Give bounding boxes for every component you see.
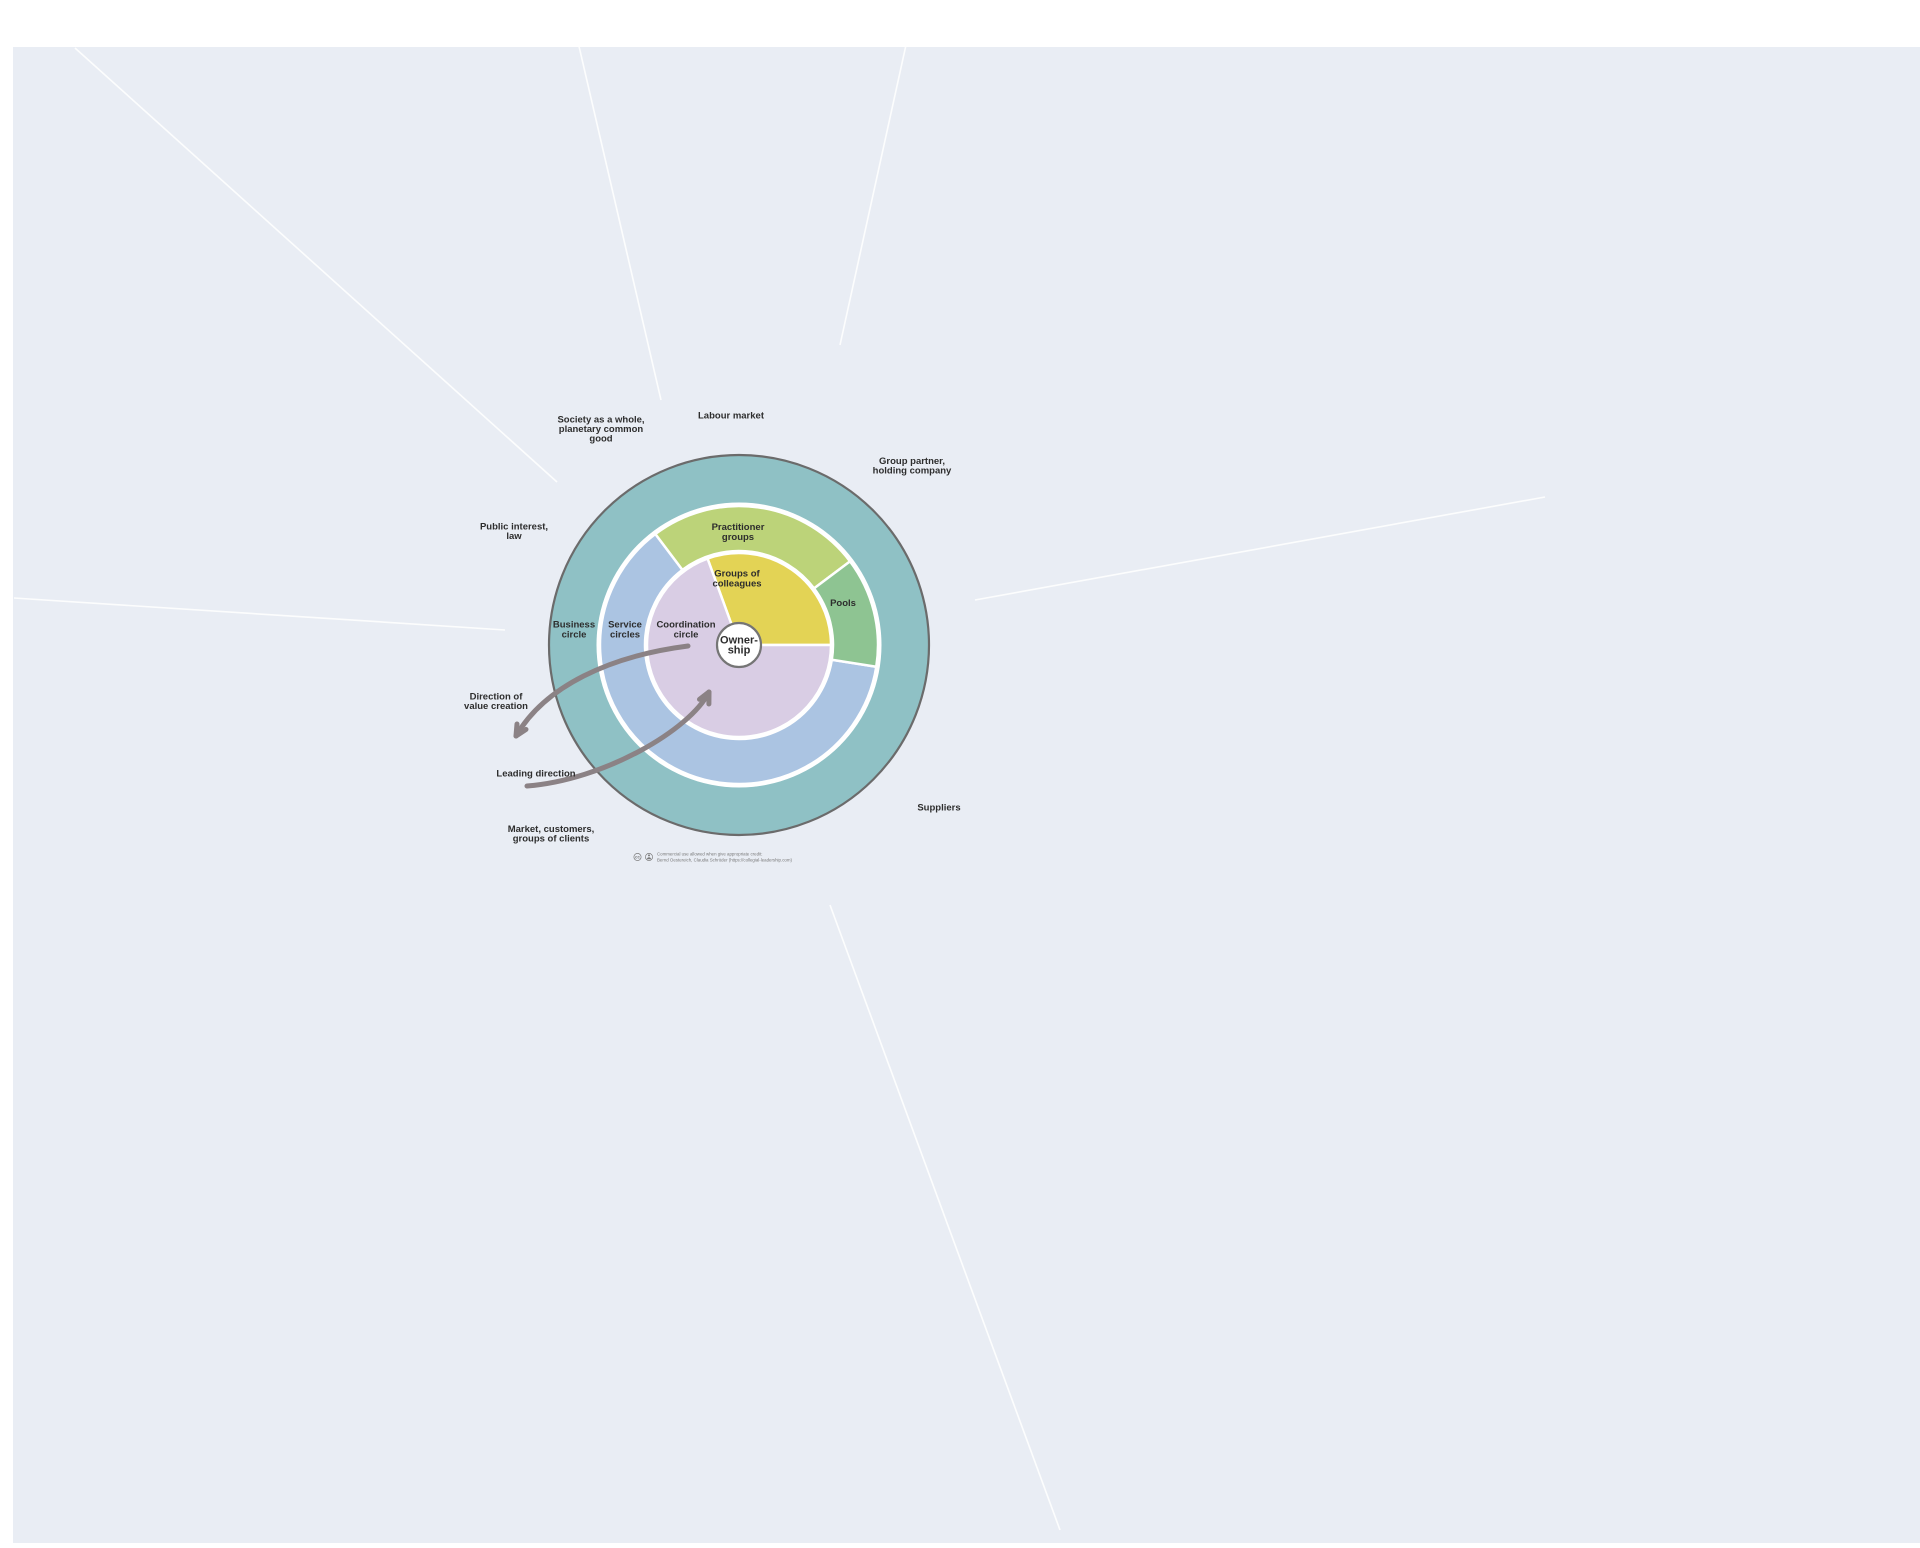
board-canvas [13, 47, 1920, 1543]
circle-diagram [547, 453, 931, 837]
suppliers-label: Suppliers [917, 803, 960, 814]
practitioner-groups-label-line1: Practitioner [712, 522, 765, 533]
by-person-icon-head [648, 854, 650, 857]
groups-of-colleagues-label-line2: colleagues [712, 579, 761, 590]
ray-top-left [74, 47, 558, 483]
ray-left [13, 597, 506, 631]
service-circles-label-line1: Service [608, 620, 642, 631]
leading-direction-arrow [524, 689, 712, 789]
attribution-line2: Bernd Oestereich, Claudia Schröder (http… [657, 858, 792, 863]
cc-icon-label: cc [635, 855, 640, 860]
leading-direction-arrowhead [697, 689, 712, 707]
attribution: cc Commercial use allowed when give appr… [633, 852, 792, 863]
group-partner-label-line2: holding company [873, 466, 952, 477]
market-customers-label-line1: Market, customers, [508, 824, 595, 835]
value-creation-label-line2: value creation [464, 701, 528, 712]
society-label-line3: good [589, 434, 612, 445]
groups-of-colleagues-label-line1: Groups of [714, 569, 760, 580]
value-creation-arrowhead [513, 721, 529, 739]
service-circles-label-line2: circles [610, 630, 640, 641]
coordination-circle-label-line2: circle [674, 630, 699, 641]
public-interest-label-line1: Public interest, [480, 522, 548, 533]
ray-top-center-left [577, 41, 662, 401]
by-person-icon [645, 853, 653, 861]
service-circles-ring [598, 532, 878, 786]
arrow-labels: Direction of value creation Leading dire… [464, 692, 576, 780]
pools-segment [812, 560, 880, 668]
ray-right [974, 496, 1546, 601]
business-circle-label-line1: Business [553, 620, 595, 631]
ownership-label-line2: ship [728, 645, 751, 657]
environment-labels: Society as a whole, planetary common goo… [480, 411, 961, 845]
coordination-circle-label-line1: Coordination [656, 620, 715, 631]
sector-rays [13, 41, 1546, 1531]
ray-top-center-right [839, 44, 907, 346]
ownership-circle [715, 621, 763, 669]
practitioner-groups-label-line2: groups [722, 532, 754, 543]
by-person-icon-body [646, 857, 652, 860]
society-label-line1: Society as a whole, [557, 415, 644, 426]
labour-market-label: Labour market [698, 411, 765, 422]
ray-bottom-right [829, 904, 1061, 1531]
market-customers-label-line2: groups of clients [513, 834, 590, 845]
group-partner-label-line1: Group partner, [879, 456, 945, 467]
leading-direction-label: Leading direction [496, 769, 575, 780]
value-creation-arrow [513, 643, 691, 739]
business-circle-label-line2: circle [562, 630, 587, 641]
public-interest-label-line2: law [506, 531, 522, 542]
cc-icon [633, 853, 642, 861]
ring-labels: Business circle Service circles Coordina… [553, 522, 856, 657]
practitioner-groups-segment [654, 504, 852, 590]
ownership-label-line1: Owner- [720, 635, 758, 647]
society-label-line2: planetary common [559, 424, 644, 435]
attribution-line1: Commercial use allowed when give appropr… [657, 852, 762, 857]
value-creation-label-line1: Direction of [470, 692, 524, 703]
pools-label: Pools [830, 598, 856, 609]
annotation-arrows [513, 643, 712, 789]
